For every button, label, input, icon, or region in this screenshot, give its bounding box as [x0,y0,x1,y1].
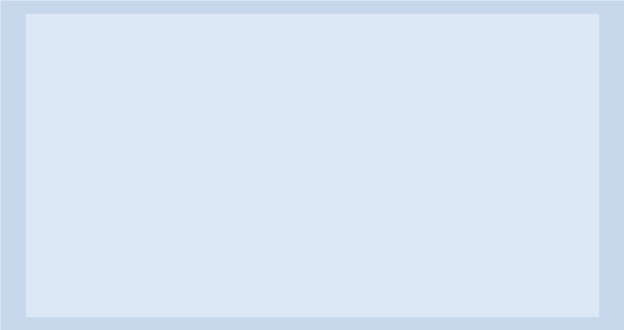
Text: ASSOCIATION
CAPITAL
+ ALLOWANCE
FOR LOSSES: ASSOCIATION CAPITAL + ALLOWANCE FOR LOSS… [174,105,266,156]
Text: INSURANCE
FUND: INSURANCE FUND [172,250,268,286]
Text: BANK
CAPITAL
+ ALLOWANCE
FOR LOSSES: BANK CAPITAL + ALLOWANCE FOR LOSSES [320,105,412,156]
FancyBboxPatch shape [303,222,430,314]
FancyBboxPatch shape [157,68,284,193]
FancyBboxPatch shape [157,222,284,314]
FancyBboxPatch shape [303,68,430,193]
Text: JOINT & SEVERAL
LIABILITY OF THE
FCS BANKS: JOINT & SEVERAL LIABILITY OF THE FCS BAN… [311,249,422,287]
Text: Loss Protection Layers for Investors: Loss Protection Layers for Investors [99,13,525,33]
